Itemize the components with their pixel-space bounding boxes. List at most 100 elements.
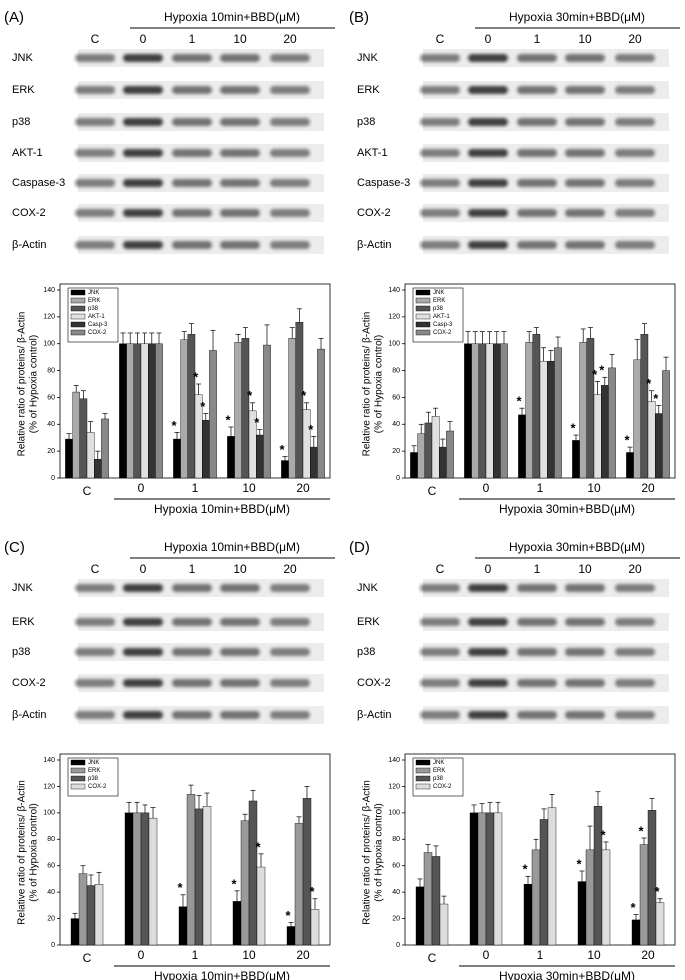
significance-star: *: [309, 884, 315, 899]
blot-band: [75, 118, 115, 126]
error-bar: [471, 804, 477, 813]
error-bar: [304, 402, 310, 410]
lane-label: C: [436, 32, 445, 46]
blot-band: [123, 118, 163, 126]
lane-label: 0: [140, 32, 147, 46]
error-bar: [282, 456, 288, 461]
y-tick-label: 120: [388, 314, 400, 321]
blot-band: [172, 209, 212, 217]
x-tick-label: 10: [242, 948, 256, 962]
bar: [655, 902, 665, 946]
blot-band: [270, 118, 310, 126]
legend-label: Casp-3: [88, 322, 108, 328]
x-tick-label: 0: [483, 948, 490, 962]
bar: [577, 881, 587, 946]
blot-band: [420, 149, 460, 157]
y-tick-label: 40: [47, 889, 55, 896]
protein-label: β-Actin: [357, 239, 391, 251]
error-bar: [649, 390, 655, 402]
significance-star: *: [171, 418, 177, 433]
significance-star: *: [225, 412, 231, 427]
blot-band: [270, 149, 310, 157]
blot-band: [565, 86, 605, 94]
bar: [187, 334, 196, 479]
bar: [640, 334, 649, 479]
blot-band: [270, 711, 310, 719]
bar: [302, 798, 312, 946]
y-tick-label: 60: [392, 863, 400, 870]
blot-band: [565, 711, 605, 719]
blot-band: [123, 584, 163, 592]
bar: [585, 849, 595, 946]
legend-label: COX-2: [433, 784, 452, 790]
error-bar: [234, 890, 240, 902]
blot-band: [615, 241, 655, 249]
error-bar: [487, 331, 493, 344]
bar: [410, 452, 418, 479]
bar: [155, 343, 163, 479]
bar: [492, 343, 501, 479]
protein-label: JNK: [357, 582, 378, 594]
x-tick-label: 1: [192, 481, 199, 495]
error-bar: [66, 433, 72, 440]
bar: [639, 844, 649, 946]
error-bar: [228, 426, 234, 437]
protein-label: β-Actin: [12, 239, 46, 251]
significance-star: *: [279, 442, 285, 457]
error-bar: [602, 376, 608, 386]
blot-band: [172, 86, 212, 94]
legend-swatch: [70, 305, 86, 312]
error-bar: [289, 327, 295, 339]
x-axis-title: Hypoxia 30min+BBD(μM): [499, 502, 635, 516]
blot-band: [615, 648, 655, 656]
error-bar: [411, 445, 417, 453]
bar: [302, 409, 311, 479]
error-bar: [188, 323, 194, 335]
blot-band: [468, 618, 508, 626]
error-bar: [311, 436, 317, 448]
blot-band: [220, 149, 260, 157]
treatment-label: Hypoxia 10min+BBD(μM): [164, 540, 300, 554]
x-tick-label: 20: [641, 481, 655, 495]
error-bar: [634, 339, 640, 360]
x-axis-title: Hypoxia 10min+BBD(μM): [154, 502, 290, 516]
legend-label: AKT-1: [88, 314, 105, 320]
y-tick-label: 80: [47, 367, 55, 374]
blot-band: [172, 711, 212, 719]
bar: [186, 794, 196, 946]
y-tick-label: 20: [47, 915, 55, 922]
blot-band: [468, 54, 508, 62]
error-bar: [418, 423, 424, 434]
bar: [423, 852, 433, 946]
bar: [471, 343, 479, 479]
legend-label: JNK: [88, 760, 99, 766]
y-tick-label: 120: [388, 783, 400, 790]
significance-star: *: [308, 422, 314, 437]
blot-band: [565, 118, 605, 126]
bar: [310, 446, 318, 479]
panel-label: (C): [4, 539, 25, 556]
bar: [310, 909, 320, 946]
significance-star: *: [599, 363, 605, 378]
error-bar: [603, 841, 609, 850]
significance-star: *: [516, 394, 522, 409]
legend-label: JNK: [433, 760, 444, 766]
significance-star: *: [285, 908, 291, 923]
error-bar: [134, 801, 140, 813]
blot-band: [123, 711, 163, 719]
protein-label: ERK: [357, 84, 380, 96]
bar: [601, 849, 611, 946]
bar: [209, 350, 217, 479]
bar: [438, 446, 447, 479]
blot-band: [420, 54, 460, 62]
blot-band: [270, 679, 310, 687]
y-tick-label: 0: [396, 475, 400, 482]
protein-label: COX-2: [357, 207, 391, 219]
y-tick-label: 40: [392, 421, 400, 428]
x-tick-label: 1: [537, 948, 544, 962]
bar: [317, 348, 325, 479]
panel: (C) Hypoxia 10min+BBD(μM)C 0 1 10 20JNKERKp38…: [4, 539, 335, 980]
bar: [431, 416, 440, 479]
error-bar: [587, 327, 593, 339]
